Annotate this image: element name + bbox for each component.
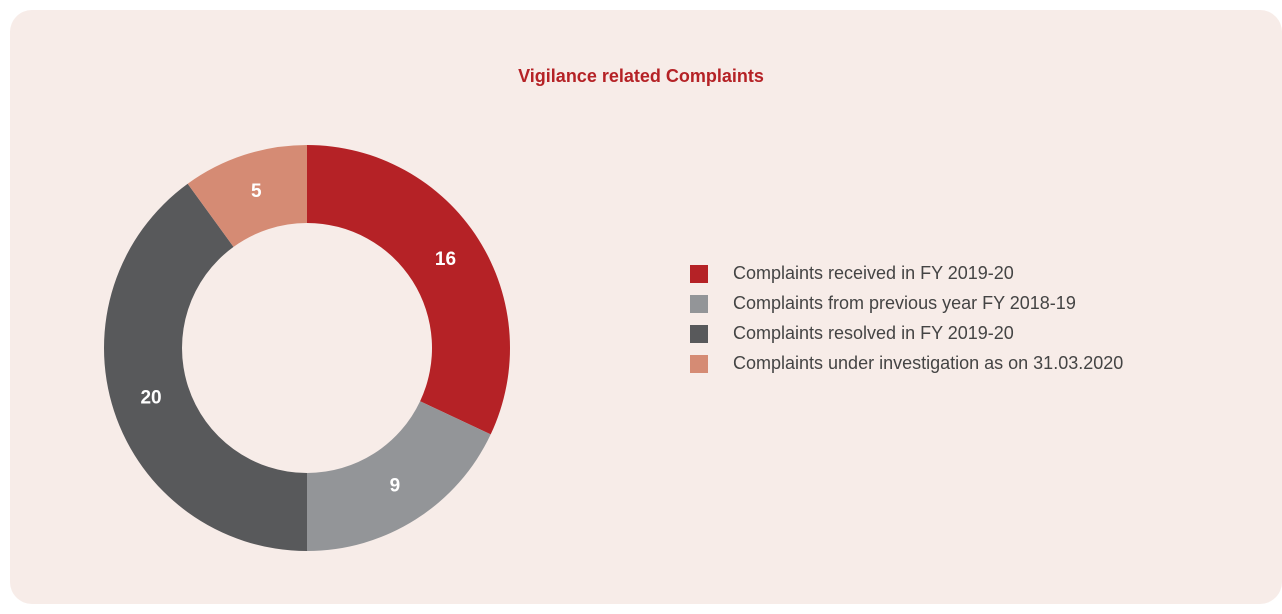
legend-swatch (690, 295, 708, 313)
donut-slice (307, 401, 491, 551)
donut-slice (187, 145, 307, 247)
legend-label: Complaints received in FY 2019-20 (733, 263, 1014, 283)
legend-label: Complaints resolved in FY 2019-20 (733, 323, 1014, 343)
legend-swatch (690, 325, 708, 343)
legend-label: Complaints from previous year FY 2018-19 (733, 293, 1076, 313)
chart-title: Vigilance related Complaints (518, 66, 764, 86)
legend-label: Complaints under investigation as on 31.… (733, 353, 1123, 373)
legend-swatch (690, 265, 708, 283)
donut-slice (104, 183, 307, 552)
value-label: 9 (390, 475, 401, 496)
legend-swatch (690, 355, 708, 373)
value-label: 5 (251, 181, 262, 202)
value-label: 16 (435, 249, 456, 270)
value-label: 20 (140, 388, 161, 409)
donut-slice (307, 145, 511, 435)
